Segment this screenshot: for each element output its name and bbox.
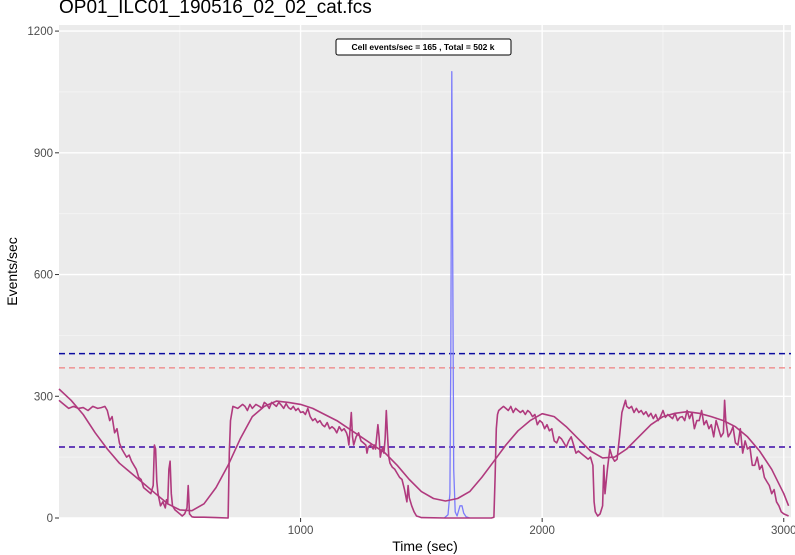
x-tick-label: 1000 xyxy=(288,525,314,537)
plot-panel xyxy=(59,25,791,518)
series-line xyxy=(58,388,790,512)
annotation-text: Cell events/sec = 165 , Total = 502 k xyxy=(351,42,494,52)
x-axis-title: Time (sec) xyxy=(392,538,458,554)
series-line xyxy=(443,71,470,519)
x-tick-label: 2000 xyxy=(529,525,555,537)
reference-lines xyxy=(59,352,791,448)
x-tick-label: 3000 xyxy=(771,525,795,537)
y-tick-label: 1200 xyxy=(27,26,53,38)
y-tick-label: 600 xyxy=(34,270,53,282)
chart-title: OP01_ILC01_190516_02_02_cat.fcs xyxy=(59,0,372,18)
y-tick-label: 900 xyxy=(34,148,53,160)
grid-lines xyxy=(59,25,791,519)
axes: 0 300 600 900 1200 1000 2000 3000 xyxy=(27,26,795,537)
y-tick-label: 0 xyxy=(47,513,53,525)
annotation-box: Cell events/sec = 165 , Total = 502 k xyxy=(335,38,512,56)
y-tick-label: 300 xyxy=(34,391,53,403)
annotation-frame xyxy=(335,38,512,56)
series-lines xyxy=(58,71,790,519)
y-axis-title: Events/sec xyxy=(4,237,20,305)
